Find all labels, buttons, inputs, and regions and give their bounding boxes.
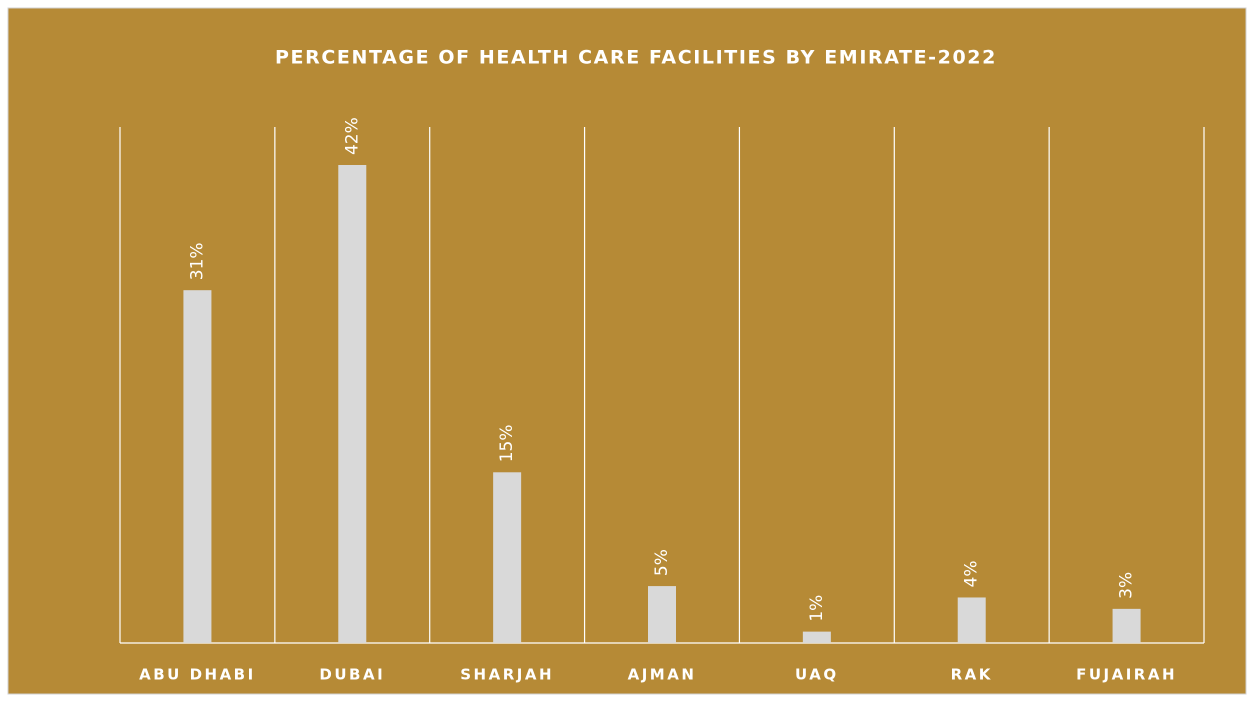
x-tick-label: UAQ [795,666,839,684]
chart-background [7,7,1247,695]
bar [648,586,676,643]
x-tick-label: DUBAI [319,666,385,684]
value-label: 3% [1117,572,1137,599]
value-label: 42% [342,117,362,155]
x-tick-label: FUJAIRAH [1076,666,1177,684]
bar [183,290,212,643]
value-label: 1% [807,595,827,622]
bar [493,472,522,643]
value-label: 5% [652,549,672,576]
value-label: 4% [962,560,982,587]
bar [1112,608,1141,643]
bar [802,631,831,643]
x-tick-label: ABU DHABI [139,666,256,684]
value-label: 15% [497,424,517,462]
x-tick-label: RAK [951,666,993,684]
x-tick-label: AJMAN [628,666,697,684]
bar [957,597,986,643]
value-label: 31% [187,242,207,280]
chart-title: PERCENTAGE OF HEALTH CARE FACILITIES BY … [275,47,997,69]
bar [338,165,367,643]
x-tick-label: SHARJAH [460,666,554,684]
